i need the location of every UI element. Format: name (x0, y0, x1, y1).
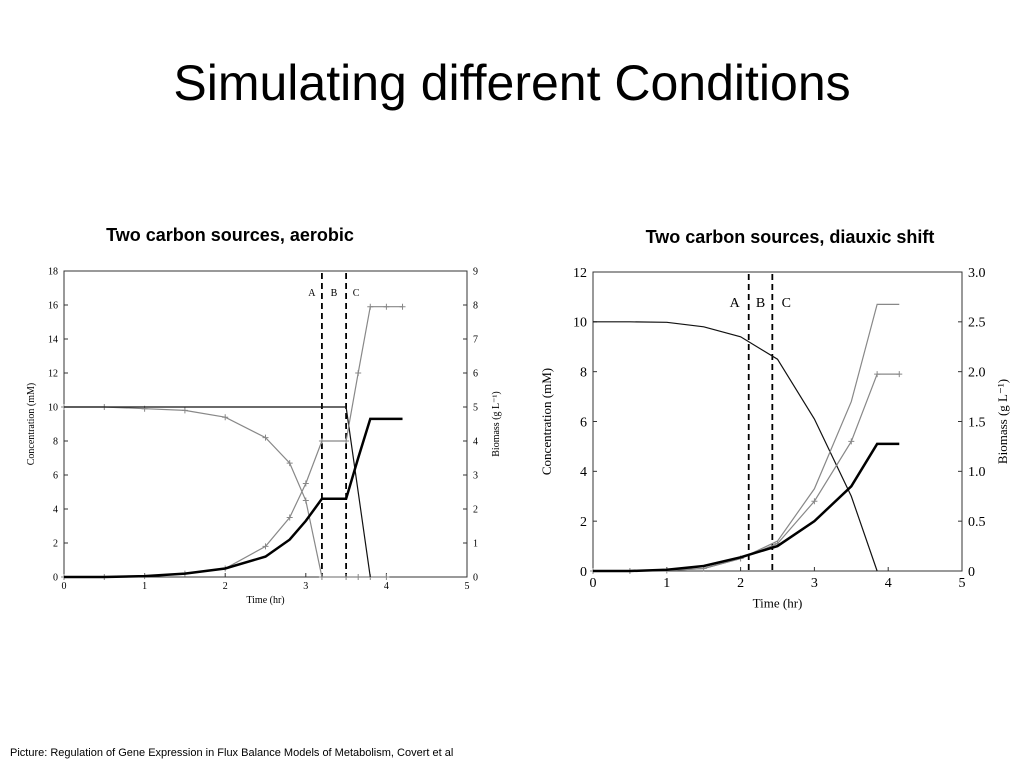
series-marker (848, 438, 855, 445)
x-tick-label: 2 (737, 576, 744, 591)
y2-tick-label: 2.0 (968, 366, 986, 381)
x-tick-label: 5 (465, 581, 470, 592)
x-tick-label: 4 (885, 576, 892, 591)
phase-label: B (756, 296, 765, 311)
series-line (64, 406, 387, 578)
x-tick-label: 5 (959, 576, 966, 591)
phase-label: C (782, 296, 791, 311)
series-marker (181, 407, 188, 414)
x-tick-label: 2 (223, 581, 228, 592)
x-tick-label: 3 (811, 576, 818, 591)
series-marker (262, 434, 269, 441)
series-marker (343, 574, 350, 580)
y-tick-label: 6 (53, 471, 58, 482)
x-tick-label: 1 (663, 576, 670, 591)
y-tick-label: 10 (48, 403, 58, 414)
y2-tick-label: 8 (473, 301, 478, 312)
y2-tick-label: 6 (473, 369, 478, 380)
phase-label: A (308, 288, 316, 299)
y2-tick-label: 9 (473, 267, 478, 278)
series-marker (367, 303, 374, 310)
y-tick-label: 12 (573, 266, 587, 281)
x-tick-label: 1 (142, 581, 147, 592)
y2-tick-label: 7 (473, 335, 478, 346)
y-axis-label: Concentration (mM) (26, 383, 37, 465)
y2-axis-label: Biomass (g L⁻¹) (995, 379, 1010, 464)
x-tick-label: 4 (384, 581, 389, 592)
y-tick-label: 10 (573, 316, 587, 331)
series-marker (343, 438, 350, 444)
series-line (64, 406, 371, 578)
y-tick-label: 0 (580, 565, 587, 580)
series-line (64, 306, 403, 578)
y-tick-label: 2 (580, 515, 587, 530)
chart-title: Two carbon sources, aerobic (106, 225, 354, 245)
y2-tick-label: 1.0 (968, 465, 986, 480)
series-marker (222, 414, 229, 421)
series-marker (302, 497, 309, 504)
phase-label: C (353, 288, 360, 299)
chart-title: Two carbon sources, diauxic shift (646, 227, 935, 247)
y-tick-label: 16 (48, 301, 58, 312)
y2-tick-label: 1.5 (968, 415, 986, 430)
y-tick-label: 0 (53, 573, 58, 584)
plot-frame (63, 270, 468, 578)
y-tick-label: 4 (580, 465, 587, 480)
series-marker (262, 543, 269, 550)
series-marker (355, 574, 362, 580)
y-tick-label: 8 (580, 366, 587, 381)
series-marker (896, 371, 903, 378)
y2-tick-label: 2.5 (968, 316, 986, 331)
y-tick-label: 2 (53, 539, 58, 550)
series-marker (318, 574, 325, 580)
y2-tick-label: 4 (473, 437, 478, 448)
series-line (593, 373, 900, 572)
y2-tick-label: 0.5 (968, 515, 986, 530)
x-axis-label: Time (hr) (753, 595, 803, 610)
caption: Picture: Regulation of Gene Expression i… (10, 747, 453, 759)
y-axis-label: Concentration (mM) (539, 368, 554, 475)
y-tick-label: 18 (48, 267, 58, 278)
series-marker (318, 438, 325, 444)
series-marker (302, 480, 309, 487)
slide-title: Simulating different Conditions (173, 55, 850, 111)
series-marker (383, 574, 390, 580)
plot-frame (592, 271, 963, 572)
y2-tick-label: 3.0 (968, 266, 986, 281)
x-tick-label: 0 (62, 581, 67, 592)
y-tick-label: 12 (48, 369, 58, 380)
series-line (64, 417, 403, 579)
series-marker (286, 514, 293, 521)
y2-tick-label: 3 (473, 471, 478, 482)
y2-axis-label: Biomass (g L⁻¹) (491, 391, 502, 457)
x-axis-label: Time (hr) (246, 595, 284, 606)
series-line (593, 321, 878, 572)
series-marker (355, 370, 362, 376)
series-marker (383, 303, 390, 310)
x-tick-label: 3 (303, 581, 308, 592)
phase-label: A (730, 296, 741, 311)
series-marker (874, 371, 881, 378)
y-tick-label: 8 (53, 437, 58, 448)
y2-tick-label: 0 (968, 565, 975, 580)
y-tick-label: 14 (48, 335, 58, 346)
y2-tick-label: 2 (473, 505, 478, 516)
series-marker (811, 498, 818, 505)
series-line (593, 442, 900, 573)
y-tick-label: 6 (580, 415, 587, 430)
y2-tick-label: 5 (473, 403, 478, 414)
y2-tick-label: 1 (473, 539, 478, 550)
x-tick-label: 0 (590, 576, 597, 591)
phase-label: B (331, 288, 338, 299)
series-marker (286, 460, 293, 467)
y-tick-label: 4 (53, 505, 58, 516)
y2-tick-label: 0 (473, 573, 478, 584)
series-marker (399, 303, 406, 310)
